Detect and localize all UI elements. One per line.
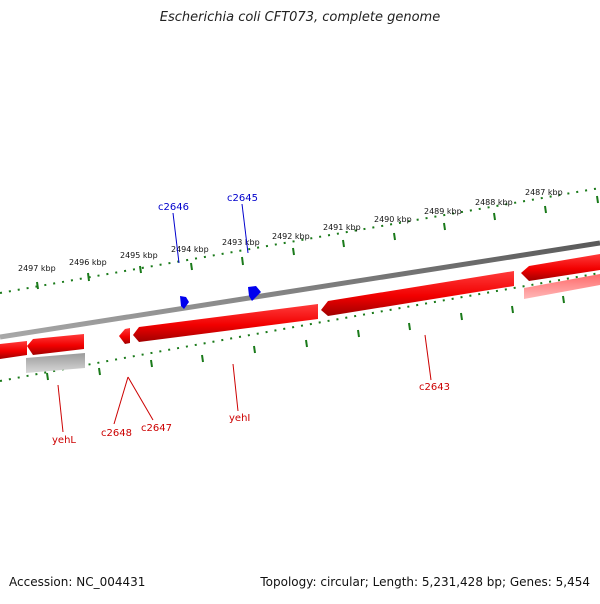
genome-backbone — [0, 240, 600, 340]
gene-c2645-arrow[interactable] — [248, 286, 261, 301]
pseudo-features — [26, 274, 600, 373]
label-leaders — [57, 203, 432, 433]
gene-c2648-arrow[interactable] — [119, 328, 130, 344]
reverse-genes — [0, 254, 600, 359]
tick-label-2496: 2496 kbp — [69, 258, 107, 267]
genome-summary-text: Topology: circular; Length: 5,231,428 bp… — [260, 575, 590, 589]
gene-label-c2647[interactable]: c2647 — [141, 423, 172, 434]
gene-label-yehI[interactable]: yehI — [229, 413, 250, 424]
map-title: Escherichia coli CFT073, complete genome — [159, 10, 441, 25]
gene-left-partial-arrow[interactable] — [0, 341, 27, 359]
gene-label-c2648[interactable]: c2648 — [101, 428, 132, 439]
gene-label-c2645[interactable]: c2645 — [227, 193, 258, 204]
tick-label-2489: 2489 kbp — [424, 207, 462, 216]
gene-label-c2643[interactable]: c2643 — [419, 382, 450, 393]
tick-label-2497: 2497 kbp — [18, 264, 56, 273]
tick-label-2492: 2492 kbp — [272, 232, 310, 241]
tick-label-2490: 2490 kbp — [374, 215, 412, 224]
tick-label-2493: 2493 kbp — [222, 238, 260, 247]
forward-genes — [180, 286, 261, 309]
gene-yehL-arrow[interactable] — [27, 334, 84, 355]
gene-label-c2646[interactable]: c2646 — [158, 202, 189, 213]
pseudo-feature-pink[interactable] — [524, 274, 600, 299]
tick-labels: 2497 kbp 2496 kbp 2495 kbp 2494 kbp 2493… — [18, 188, 563, 273]
pseudo-feature-gray[interactable] — [26, 353, 85, 373]
upper-tick-ruler — [0, 187, 600, 294]
tick-label-2488: 2488 kbp — [475, 198, 513, 207]
gene-label-yehL[interactable]: yehL — [52, 435, 76, 446]
gene-labels: c2646 c2645 yehL c2648 c2647 yehI c2643 — [52, 193, 450, 446]
gene-yehI-arrow[interactable] — [133, 304, 318, 342]
gene-c2646-arrow[interactable] — [180, 296, 189, 309]
tick-label-2491: 2491 kbp — [323, 223, 361, 232]
gene-right-partial-arrow[interactable] — [521, 254, 600, 281]
tick-label-2494: 2494 kbp — [171, 245, 209, 254]
accession-text: Accession: NC_004431 — [9, 575, 146, 589]
tick-label-2487: 2487 kbp — [525, 188, 563, 197]
lower-major-ticks — [46, 295, 565, 381]
tick-label-2495: 2495 kbp — [120, 251, 158, 260]
upper-major-ticks — [36, 195, 599, 290]
gene-c2643-arrow[interactable] — [321, 271, 514, 316]
